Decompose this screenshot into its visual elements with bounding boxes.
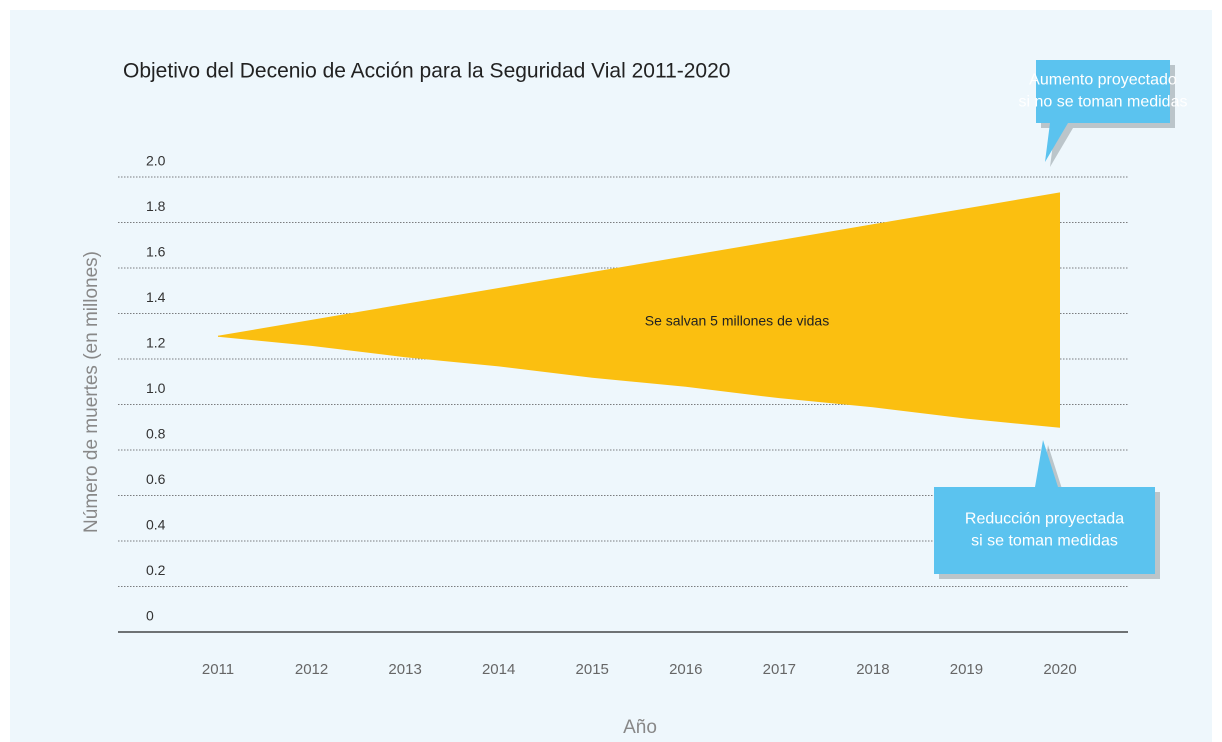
- x-tick-label: 2011: [202, 661, 234, 678]
- x-tick-label: 2020: [1043, 661, 1076, 678]
- y-tick-label: 1.4: [146, 289, 166, 305]
- callout-box: [1036, 60, 1170, 162]
- y-tick-label: 0.2: [146, 562, 166, 578]
- callout-box: [934, 440, 1155, 574]
- annotation: Se salvan 5 millones de vidas: [645, 313, 829, 329]
- callout-text: si se toman medidas: [971, 533, 1118, 550]
- plot: 0 0.2 0.4 0.6 0.8 1.0 1.2 1.4 1.6 1.8 2.0 2011 2012 2…: [118, 153, 1128, 678]
- series-line: [217, 192, 1061, 337]
- y-tick-label: 0.6: [146, 471, 166, 487]
- x-tick-label: 2015: [576, 661, 609, 678]
- y-tick-label: 0.8: [146, 426, 166, 442]
- y-tick-label: 0.4: [146, 517, 166, 533]
- y-tick-label: 1.6: [146, 244, 166, 260]
- callout-text: si no se toman medidas: [1019, 94, 1188, 111]
- area-fill: [218, 192, 1060, 428]
- x-tick-label: 2018: [856, 661, 889, 678]
- y-tick-label: 1.2: [146, 335, 166, 351]
- callout-text: Reducción proyectada: [965, 511, 1124, 528]
- annotations: Se salvan 5 millones de vidas Aumento pro…: [645, 60, 1188, 579]
- x-tick-label: 2014: [482, 661, 515, 678]
- x-tick-label: 2019: [950, 661, 983, 678]
- y-tick-label: 2.0: [146, 153, 166, 169]
- series-line: [217, 335, 1061, 428]
- x-axis-label: Año: [623, 717, 657, 738]
- callout-text: Aumento proyectado: [1029, 72, 1177, 89]
- y-tick-label: 0: [146, 608, 154, 624]
- x-tick-label: 2017: [763, 661, 796, 678]
- y-axis-label: Número de muertes (en millones): [81, 251, 102, 533]
- chart-title: Objetivo del Decenio de Acción para la S…: [123, 60, 730, 83]
- x-tick-label: 2013: [388, 661, 421, 678]
- y-tick-label: 1.8: [146, 198, 166, 214]
- x-tick-label: 2016: [669, 661, 702, 678]
- x-tick-label: 2012: [295, 661, 328, 678]
- y-tick-label: 1.0: [146, 380, 166, 396]
